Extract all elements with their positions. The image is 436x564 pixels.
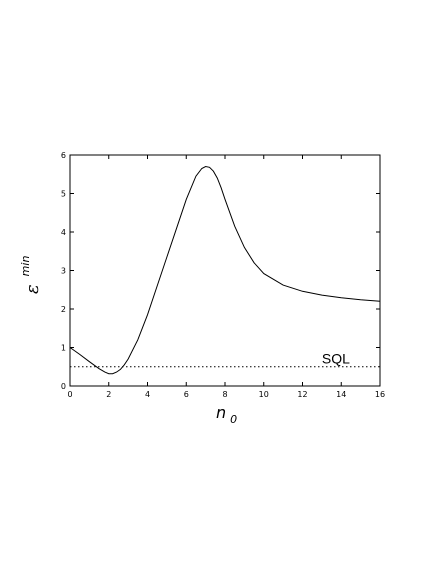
x-tick-label: 16: [375, 390, 385, 399]
y-tick-label: 0: [61, 382, 66, 391]
x-tick-label: 14: [336, 390, 346, 399]
y-axis-label-main: ε: [22, 284, 43, 294]
x-axis-label-sub: 0: [230, 413, 237, 426]
epsilon-min-curve: [69, 165, 381, 375]
y-tick-label: 4: [61, 228, 66, 237]
y-axis-label: ε min: [19, 256, 43, 294]
x-axis-label-main: n: [216, 403, 226, 422]
x-tick-label: 0: [67, 390, 72, 399]
x-ticks: 0 2 4 6 8 10 12 14 16: [67, 155, 385, 399]
y-axis-label-sup: min: [19, 256, 32, 277]
series-group: [69, 165, 381, 375]
x-tick-label: 4: [145, 390, 150, 399]
x-axis-label: n 0: [216, 403, 237, 426]
y-tick-label: 6: [61, 151, 66, 160]
y-tick-label: 2: [61, 305, 66, 314]
y-tick-label: 1: [61, 344, 66, 353]
x-tick-label: 8: [222, 390, 227, 399]
x-tick-label: 10: [259, 390, 269, 399]
y-ticks: 0 1 2 3 4 5 6: [61, 151, 380, 391]
y-tick-label: 3: [61, 267, 66, 276]
x-tick-label: 12: [297, 390, 307, 399]
sql-annotation: SQL: [322, 350, 350, 366]
y-tick-label: 5: [61, 190, 66, 199]
x-tick-label: 2: [106, 390, 111, 399]
annotations: SQL: [322, 350, 350, 366]
x-tick-label: 6: [184, 390, 189, 399]
